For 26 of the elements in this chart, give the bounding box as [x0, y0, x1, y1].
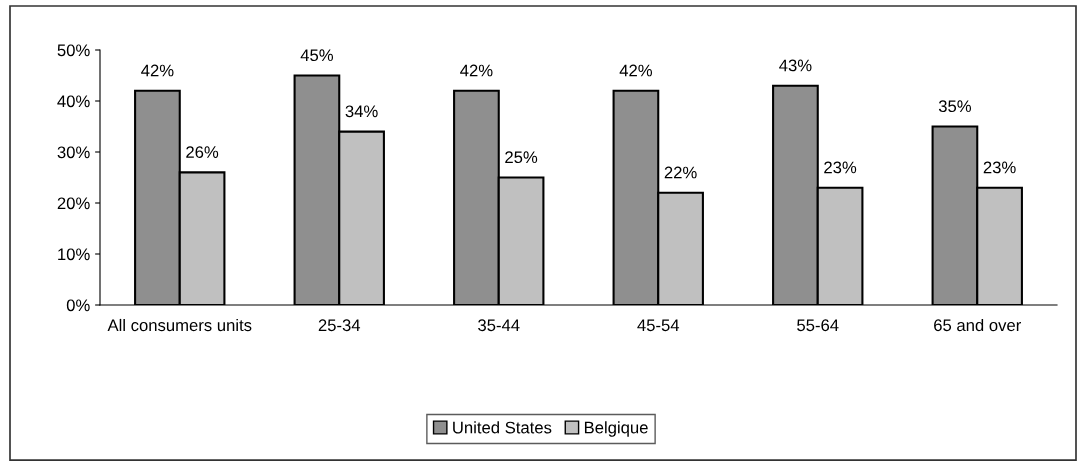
- x-tick-label: 65 and over: [934, 318, 1021, 332]
- data-label: 34%: [345, 105, 378, 118]
- y-tick-label: 10%: [58, 248, 90, 261]
- y-tick-label: 40%: [57, 95, 90, 108]
- data-label: 43%: [779, 59, 812, 72]
- x-tick-label: 55-64: [797, 319, 839, 332]
- data-label: 42%: [619, 64, 653, 77]
- data-label: 23%: [824, 161, 857, 174]
- data-label: 45%: [300, 49, 334, 62]
- x-tick-label: 45-54: [637, 319, 680, 332]
- legend-label: United States: [453, 421, 552, 434]
- y-tick-label: 0%: [66, 299, 90, 312]
- data-label: 42%: [460, 64, 493, 77]
- data-label: 23%: [983, 161, 1016, 174]
- y-tick-label: 30%: [57, 146, 90, 159]
- legend-label: Belgique: [584, 421, 648, 437]
- data-label: 26%: [186, 146, 219, 158]
- x-tick-label: 35-44: [478, 319, 520, 332]
- y-tick-label: 20%: [57, 197, 90, 210]
- x-tick-label: 25-34: [318, 319, 361, 332]
- data-label: 42%: [141, 64, 174, 77]
- data-label: 25%: [505, 151, 538, 164]
- data-label: 22%: [664, 166, 697, 179]
- x-tick-label: All consumers units: [107, 318, 252, 332]
- y-tick-label: 50%: [57, 44, 90, 57]
- data-label: 35%: [938, 100, 972, 113]
